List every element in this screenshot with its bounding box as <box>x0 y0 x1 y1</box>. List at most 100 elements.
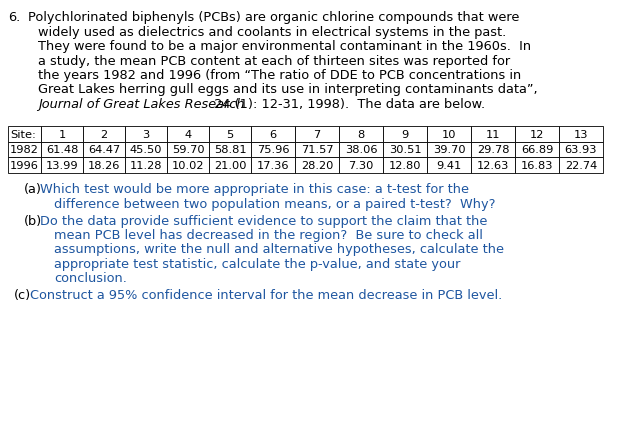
Text: assumptions, write the null and alternative hypotheses, calculate the: assumptions, write the null and alternat… <box>54 243 504 256</box>
Bar <box>8 142 41 158</box>
Bar <box>427 142 471 158</box>
Text: 7.30: 7.30 <box>348 160 374 170</box>
Text: 8: 8 <box>357 129 365 139</box>
Bar <box>83 158 125 173</box>
Text: 45.50: 45.50 <box>129 145 162 155</box>
Bar <box>251 158 295 173</box>
Text: 66.89: 66.89 <box>521 145 553 155</box>
Text: 1996: 1996 <box>10 160 39 170</box>
Text: widely used as dielectrics and coolants in electrical systems in the past.: widely used as dielectrics and coolants … <box>38 25 506 38</box>
Bar <box>209 142 251 158</box>
Text: 58.81: 58.81 <box>214 145 246 155</box>
Bar <box>559 158 603 173</box>
Bar <box>125 142 167 158</box>
Text: 22.74: 22.74 <box>565 160 597 170</box>
Text: 13.99: 13.99 <box>46 160 79 170</box>
Text: They were found to be a major environmental contaminant in the 1960s.  In: They were found to be a major environmen… <box>38 40 531 53</box>
Text: conclusion.: conclusion. <box>54 272 127 285</box>
Bar <box>427 127 471 142</box>
Bar <box>83 142 125 158</box>
Bar <box>339 142 383 158</box>
Text: 61.48: 61.48 <box>46 145 78 155</box>
Bar <box>427 158 471 173</box>
Text: 11.28: 11.28 <box>129 160 162 170</box>
Text: Do the data provide sufficient evidence to support the claim that the: Do the data provide sufficient evidence … <box>40 214 488 227</box>
Bar <box>167 127 209 142</box>
Bar <box>471 142 515 158</box>
Text: 3: 3 <box>142 129 149 139</box>
Text: 16.83: 16.83 <box>521 160 553 170</box>
Text: 39.70: 39.70 <box>433 145 466 155</box>
Bar <box>41 127 83 142</box>
Bar <box>41 142 83 158</box>
Text: (a): (a) <box>24 183 42 196</box>
Text: 11: 11 <box>486 129 500 139</box>
Bar <box>339 127 383 142</box>
Text: 5: 5 <box>227 129 234 139</box>
Text: (b): (b) <box>24 214 43 227</box>
Text: 1982: 1982 <box>10 145 39 155</box>
Bar <box>383 127 427 142</box>
Text: 1: 1 <box>59 129 66 139</box>
Bar <box>383 158 427 173</box>
Text: 9: 9 <box>401 129 409 139</box>
Text: 17.36: 17.36 <box>257 160 289 170</box>
Text: the years 1982 and 1996 (from “The ratio of DDE to PCB concentrations in: the years 1982 and 1996 (from “The ratio… <box>38 69 521 82</box>
Text: 2: 2 <box>100 129 108 139</box>
Text: 64.47: 64.47 <box>88 145 120 155</box>
Text: 4: 4 <box>184 129 191 139</box>
Text: 12.80: 12.80 <box>389 160 421 170</box>
Bar <box>295 142 339 158</box>
Bar <box>515 142 559 158</box>
Text: 10: 10 <box>442 129 456 139</box>
Text: Great Lakes herring gull eggs and its use in interpreting contaminants data”,: Great Lakes herring gull eggs and its us… <box>38 83 538 96</box>
Text: 13: 13 <box>574 129 588 139</box>
Bar <box>8 127 41 142</box>
Bar <box>471 158 515 173</box>
Bar <box>251 142 295 158</box>
Bar <box>8 158 41 173</box>
Bar <box>339 158 383 173</box>
Text: 75.96: 75.96 <box>257 145 289 155</box>
Bar <box>295 127 339 142</box>
Text: 38.06: 38.06 <box>345 145 377 155</box>
Text: 18.26: 18.26 <box>88 160 120 170</box>
Text: 12: 12 <box>530 129 544 139</box>
Bar <box>251 127 295 142</box>
Bar <box>471 127 515 142</box>
Text: 63.93: 63.93 <box>565 145 597 155</box>
Bar <box>83 127 125 142</box>
Text: 29.78: 29.78 <box>477 145 509 155</box>
Text: 6.: 6. <box>8 11 20 24</box>
Bar <box>209 158 251 173</box>
Text: a study, the mean PCB content at each of thirteen sites was reported for: a study, the mean PCB content at each of… <box>38 54 510 68</box>
Bar <box>167 158 209 173</box>
Bar <box>41 158 83 173</box>
Text: 6: 6 <box>269 129 276 139</box>
Text: 24 (1): 12-31, 1998).  The data are below.: 24 (1): 12-31, 1998). The data are below… <box>210 98 485 111</box>
Text: Construct a 95% confidence interval for the mean decrease in PCB level.: Construct a 95% confidence interval for … <box>30 289 502 301</box>
Bar <box>295 158 339 173</box>
Text: 28.20: 28.20 <box>301 160 333 170</box>
Bar <box>559 142 603 158</box>
Text: mean PCB level has decreased in the region?  Be sure to check all: mean PCB level has decreased in the regi… <box>54 228 483 241</box>
Text: Which test would be more appropriate in this case: a t-test for the: Which test would be more appropriate in … <box>40 183 469 196</box>
Bar <box>383 142 427 158</box>
Bar <box>125 158 167 173</box>
Bar <box>209 127 251 142</box>
Bar <box>167 142 209 158</box>
Text: Journal of Great Lakes Research: Journal of Great Lakes Research <box>38 98 245 111</box>
Text: 59.70: 59.70 <box>172 145 204 155</box>
Bar <box>125 127 167 142</box>
Text: 21.00: 21.00 <box>214 160 246 170</box>
Text: 12.63: 12.63 <box>477 160 509 170</box>
Bar <box>515 158 559 173</box>
Text: (c): (c) <box>14 289 32 301</box>
Bar <box>559 127 603 142</box>
Text: Site:: Site: <box>10 129 36 139</box>
Text: difference between two population means, or a paired t-test?  Why?: difference between two population means,… <box>54 197 495 211</box>
Text: 7: 7 <box>314 129 321 139</box>
Bar <box>515 127 559 142</box>
Text: 10.02: 10.02 <box>172 160 204 170</box>
Text: 9.41: 9.41 <box>437 160 462 170</box>
